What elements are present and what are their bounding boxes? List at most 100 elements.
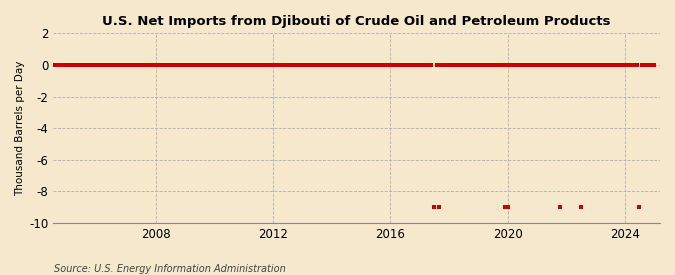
Point: [291, 63, 302, 67]
Point: [215, 63, 225, 67]
Point: [417, 63, 428, 67]
Point: [414, 63, 425, 67]
Point: [83, 63, 94, 67]
Point: [649, 63, 659, 67]
Point: [80, 63, 91, 67]
Point: [338, 63, 349, 67]
Point: [253, 63, 264, 67]
Point: [561, 63, 572, 67]
Point: [153, 63, 164, 67]
Point: [628, 63, 639, 67]
Point: [485, 63, 495, 67]
Point: [406, 63, 416, 67]
Point: [121, 63, 132, 67]
Point: [68, 63, 79, 67]
Point: [362, 63, 373, 67]
Point: [616, 63, 627, 67]
Point: [300, 63, 310, 67]
Point: [115, 63, 126, 67]
Point: [186, 63, 196, 67]
Point: [350, 63, 360, 67]
Point: [426, 63, 437, 67]
Point: [353, 63, 364, 67]
Point: [476, 63, 487, 67]
Point: [101, 63, 111, 67]
Point: [441, 63, 452, 67]
Point: [373, 63, 384, 67]
Point: [358, 63, 369, 67]
Point: [194, 63, 205, 67]
Point: [446, 63, 457, 67]
Point: [502, 205, 513, 209]
Title: U.S. Net Imports from Djibouti of Crude Oil and Petroleum Products: U.S. Net Imports from Djibouti of Crude …: [103, 15, 611, 28]
Point: [321, 63, 331, 67]
Point: [86, 63, 97, 67]
Point: [271, 63, 281, 67]
Point: [443, 63, 454, 67]
Point: [585, 63, 595, 67]
Point: [643, 63, 653, 67]
Point: [549, 63, 560, 67]
Point: [487, 63, 498, 67]
Point: [470, 63, 481, 67]
Point: [63, 63, 74, 67]
Point: [268, 63, 279, 67]
Point: [622, 63, 633, 67]
Point: [464, 63, 475, 67]
Point: [587, 63, 598, 67]
Point: [192, 63, 202, 67]
Point: [326, 63, 337, 67]
Point: [500, 205, 511, 209]
Point: [227, 63, 238, 67]
Point: [608, 63, 618, 67]
Point: [433, 205, 444, 209]
Point: [250, 63, 261, 67]
Point: [77, 63, 88, 67]
Point: [236, 63, 246, 67]
Point: [514, 63, 524, 67]
Point: [637, 63, 648, 67]
Point: [420, 63, 431, 67]
Point: [555, 63, 566, 67]
Point: [631, 63, 642, 67]
Point: [614, 63, 624, 67]
Point: [479, 63, 489, 67]
Point: [209, 63, 220, 67]
Point: [221, 63, 232, 67]
Point: [165, 63, 176, 67]
Point: [371, 63, 381, 67]
Point: [188, 63, 199, 67]
Point: [174, 63, 185, 67]
Point: [130, 63, 141, 67]
Point: [242, 63, 252, 67]
Point: [620, 63, 630, 67]
Point: [329, 63, 340, 67]
Point: [65, 63, 76, 67]
Point: [537, 63, 548, 67]
Point: [180, 63, 190, 67]
Point: [157, 63, 167, 67]
Point: [520, 63, 531, 67]
Point: [379, 63, 390, 67]
Point: [452, 63, 463, 67]
Point: [148, 63, 159, 67]
Point: [200, 63, 211, 67]
Point: [232, 63, 243, 67]
Point: [640, 63, 651, 67]
Point: [364, 63, 375, 67]
Point: [92, 63, 103, 67]
Point: [385, 63, 396, 67]
Point: [203, 63, 214, 67]
Point: [526, 63, 537, 67]
Point: [394, 63, 404, 67]
Point: [162, 63, 173, 67]
Point: [570, 63, 580, 67]
Point: [288, 63, 299, 67]
Point: [303, 63, 314, 67]
Point: [517, 63, 528, 67]
Point: [262, 63, 273, 67]
Point: [367, 63, 378, 67]
Point: [332, 63, 343, 67]
Point: [456, 63, 466, 67]
Point: [315, 63, 325, 67]
